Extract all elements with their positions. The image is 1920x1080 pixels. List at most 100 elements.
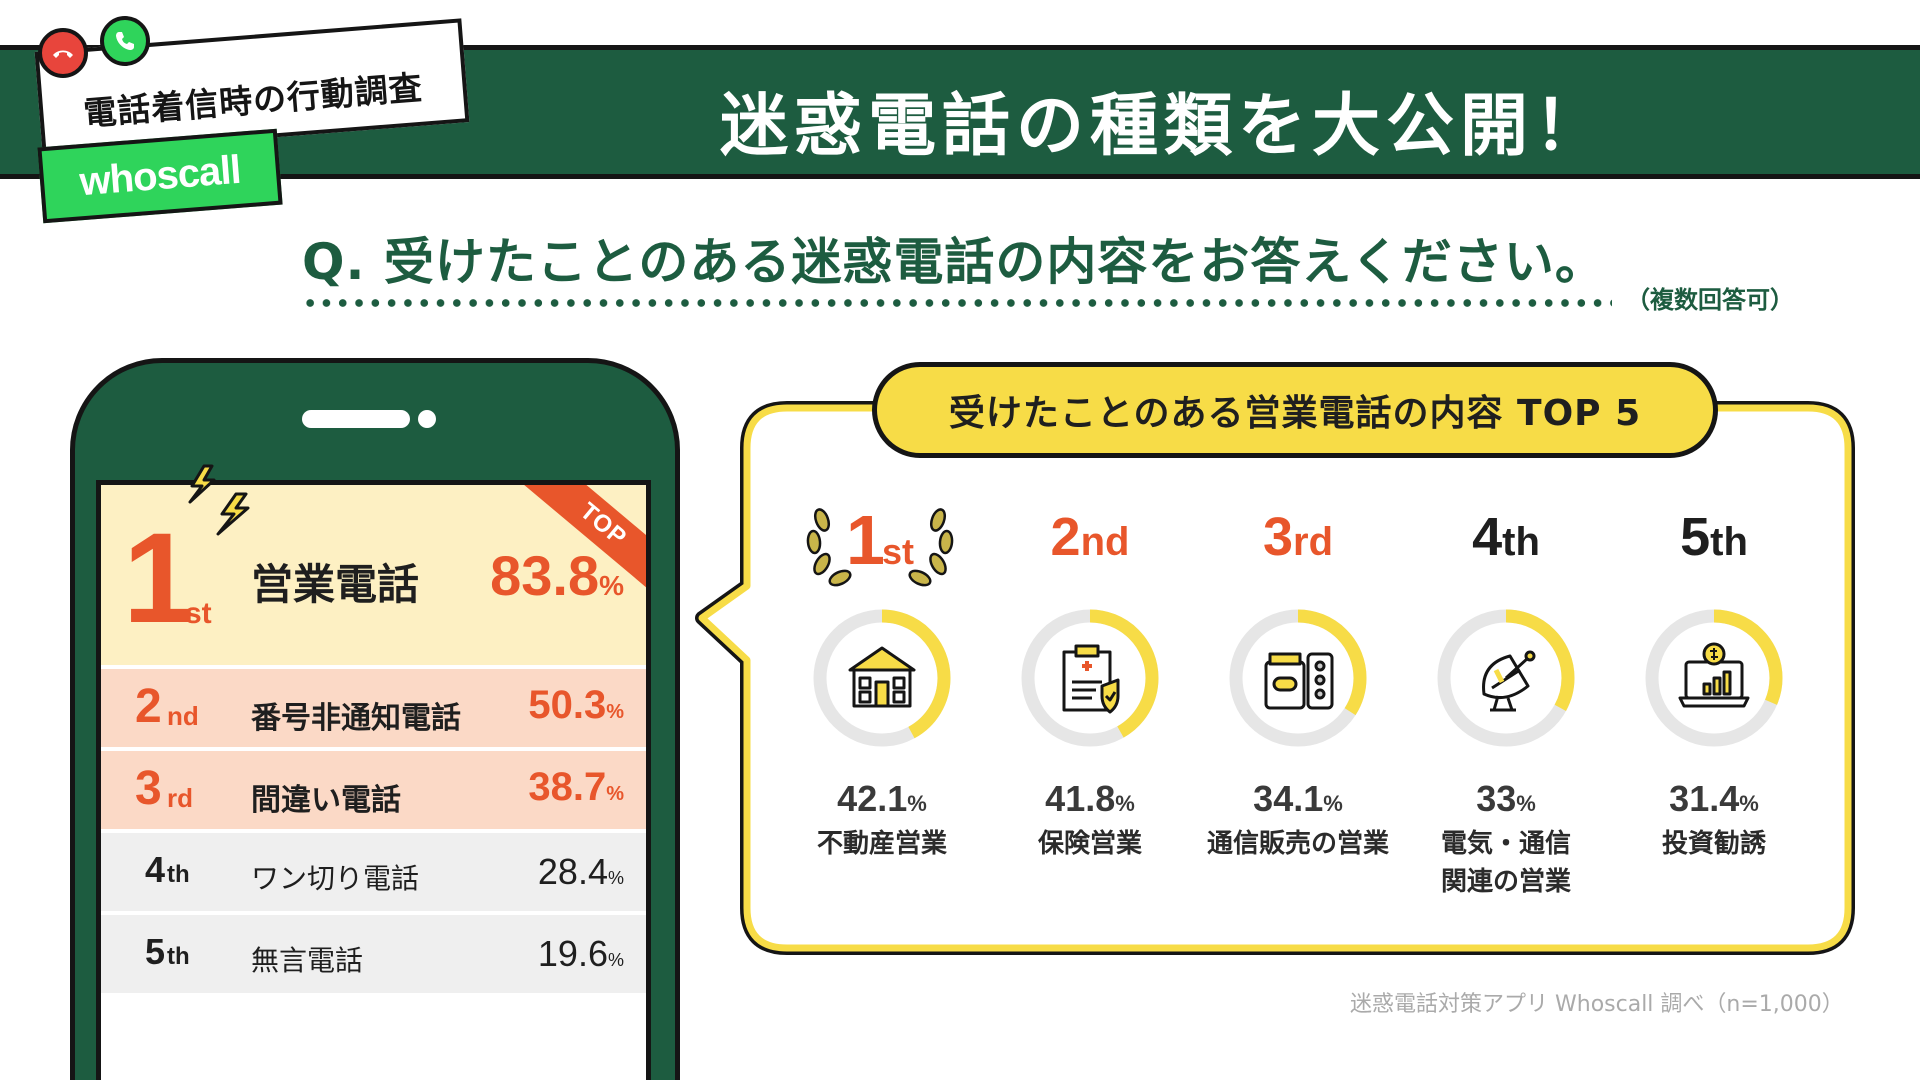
ranking-row-4: 4 th ワン切り電話 28.4% xyxy=(101,833,646,911)
sales-value-unit: % xyxy=(907,791,927,816)
rank-heading: 2nd xyxy=(990,506,1190,568)
phone-answer-icon xyxy=(100,16,150,66)
rank-value-unit: % xyxy=(599,570,624,601)
rank-1-heading: 1st xyxy=(820,500,940,580)
rank-value: 28.4% xyxy=(538,851,624,893)
rank-suffix: th xyxy=(1710,520,1748,564)
sales-label: 投資勧誘 xyxy=(1661,829,1766,859)
donut-arc xyxy=(1645,609,1783,747)
donut-chart xyxy=(1021,609,1159,747)
rank-value-number: 28.4 xyxy=(537,851,608,892)
insurance-clipboard-icon xyxy=(1062,644,1120,714)
rank-value-number: 38.7 xyxy=(528,765,607,809)
rank-value-number: 19.6 xyxy=(537,933,608,974)
sales-value-unit: % xyxy=(1516,791,1536,816)
sales-label: 通信販売の営業 xyxy=(1206,829,1389,859)
rank-label: 番号非通知電話 xyxy=(251,701,461,736)
rank-number: 2 xyxy=(135,680,162,733)
donut-arc xyxy=(1021,609,1159,747)
rank-suffix: th xyxy=(167,861,190,888)
ranking-row-3: 3 rd 間違い電話 38.7% xyxy=(101,751,646,829)
rank-heading: 3rd xyxy=(1198,506,1398,568)
sales-label: 不動産営業 xyxy=(816,829,947,859)
rank-number: 4 xyxy=(1472,507,1503,567)
rank-number: 3 xyxy=(1262,507,1294,567)
sales-value-unit: % xyxy=(1115,791,1135,816)
phone-camera xyxy=(418,410,436,428)
sales-value-number: 33 xyxy=(1476,778,1517,819)
page-title: 迷惑電話の種類を大公開！ xyxy=(720,87,1609,166)
sales-item-5: 5th 31.4% 投資勧誘 xyxy=(1614,488,1814,908)
rank-value-unit: % xyxy=(606,701,624,723)
lightning-icon xyxy=(188,464,250,536)
sales-value: 42.1% xyxy=(782,778,982,820)
sales-label-text: 電気・通信 関連の営業 xyxy=(1440,829,1571,897)
survey-tag-label: 電話着信時の行動調査 xyxy=(82,67,425,134)
rank-suffix: rd xyxy=(1293,520,1334,564)
rank-suffix: nd xyxy=(167,701,199,731)
brand-logo-label: whoscall xyxy=(77,147,242,204)
rank-value-unit: % xyxy=(607,868,624,888)
supplement-icon xyxy=(1264,652,1334,710)
callout-title: 受けたことのある営業電話の内容 TOP 5 xyxy=(872,362,1718,458)
rank-label: ワン切り電話 xyxy=(251,862,420,895)
rank-value: 38.7% xyxy=(528,765,624,810)
rank-value-unit: % xyxy=(606,783,624,805)
sales-label: 保険営業 xyxy=(1037,829,1142,859)
sales-item-2: 2nd 41.8% 保険営業 xyxy=(990,488,1190,908)
ranking-row-5: 5 th 無言電話 19.6% xyxy=(101,915,646,993)
sales-value-number: 41.8 xyxy=(1045,778,1116,819)
sales-value: 33% xyxy=(1406,778,1606,820)
sales-value: 34.1% xyxy=(1198,778,1398,820)
callout-title-label: 受けたことのある営業電話の内容 TOP 5 xyxy=(948,393,1642,434)
rank-value-number: 83.8 xyxy=(490,544,600,607)
donut-chart xyxy=(1229,609,1367,747)
sales-value-number: 42.1 xyxy=(837,778,908,819)
rank-suffix: st xyxy=(185,597,212,630)
donut-chart xyxy=(1645,609,1783,747)
phone-screen: 1 st 営業電話 83.8% TOP 2 nd 番号非通知電話 50.3% 3… xyxy=(96,480,651,1080)
donut-chart xyxy=(813,609,951,747)
rank-suffix: rd xyxy=(167,783,193,813)
donut-arc xyxy=(1229,609,1367,747)
rank-label: 無言電話 xyxy=(251,944,364,977)
rank-value-unit: % xyxy=(607,950,624,970)
house-icon xyxy=(848,646,916,708)
rank-value-number: 50.3 xyxy=(528,683,607,727)
rank-number: 1 xyxy=(123,507,194,650)
sales-value-unit: % xyxy=(1323,791,1343,816)
investment-laptop-icon xyxy=(1678,642,1750,708)
donut-chart xyxy=(1437,609,1575,747)
dotted-divider xyxy=(302,298,1612,308)
rank-number: 4 xyxy=(145,849,166,890)
question-note: （複数回答可） xyxy=(1626,286,1794,314)
sales-item-3: 3rd 34.1% 通信販売の営業 xyxy=(1198,488,1398,908)
rank-number: 5 xyxy=(1680,507,1711,567)
sales-value: 31.4% xyxy=(1614,778,1814,820)
donut-arc xyxy=(813,609,951,747)
satellite-dish-icon xyxy=(1482,650,1536,712)
sales-label: 電気・通信 関連の営業 xyxy=(1396,826,1616,901)
sales-value-unit: % xyxy=(1739,791,1759,816)
rank-label: 間違い電話 xyxy=(251,783,401,818)
sales-value-number: 31.4 xyxy=(1669,778,1740,819)
rank-suffix: th xyxy=(167,943,190,970)
source-note: 迷惑電話対策アプリ Whoscall 調べ（n=1,000） xyxy=(1350,992,1844,1017)
sales-value-number: 34.1 xyxy=(1253,778,1324,819)
rank-heading: 5th xyxy=(1614,506,1814,568)
rank-value: 83.8% xyxy=(490,543,624,608)
rank-number: 3 xyxy=(135,762,162,815)
rank-number: 5 xyxy=(145,931,166,972)
rank-label: 営業電話 xyxy=(251,560,420,609)
rank-suffix: st xyxy=(881,531,914,572)
rank-suffix: nd xyxy=(1080,520,1130,564)
ranking-row-1: 1 st 営業電話 83.8% TOP xyxy=(101,485,646,665)
hang-up-icon xyxy=(38,28,88,78)
rank-value: 19.6% xyxy=(538,933,624,975)
rank-number: 1 xyxy=(846,501,885,579)
laurel-icon xyxy=(806,508,954,587)
rank-number: 2 xyxy=(1050,507,1081,567)
ranking-row-2: 2 nd 番号非通知電話 50.3% xyxy=(101,669,646,747)
rank-heading: 4th xyxy=(1406,506,1606,568)
sales-value: 41.8% xyxy=(990,778,1190,820)
